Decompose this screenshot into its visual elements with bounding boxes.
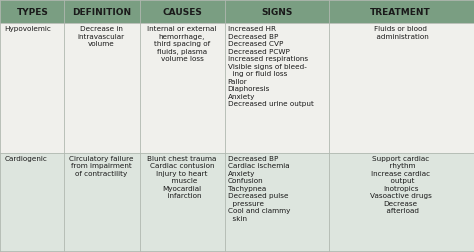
Text: Increased HR
Decreased BP
Decreased CVP
Decreased PCWP
Increased respirations
Vi: Increased HR Decreased BP Decreased CVP … [228,26,313,107]
Bar [0,24,474,153]
Text: DEFINITION: DEFINITION [72,8,131,17]
Text: Circulatory failure
from impairment
of contractility: Circulatory failure from impairment of c… [69,155,134,176]
Text: TYPES: TYPES [17,8,49,17]
Text: Blunt chest trauma
Cardiac contusion
Injury to heart
  muscle
Myocardial
  infar: Blunt chest trauma Cardiac contusion Inj… [147,155,217,199]
Text: Hypovolemic: Hypovolemic [5,26,52,32]
Text: TREATMENT: TREATMENT [370,8,431,17]
Text: CAUSES: CAUSES [162,8,202,17]
Bar [0,153,474,251]
Text: Decrease in
intravascular
volume: Decrease in intravascular volume [78,26,125,47]
Text: Decreased BP
Cardiac ischemia
Anxiety
Confusion
Tachypnea
Decreased pulse
  pres: Decreased BP Cardiac ischemia Anxiety Co… [228,155,290,221]
Text: Support cardiac
  rhythm
Increase cardiac
  output
Inotropics
Vasoactive drugs
D: Support cardiac rhythm Increase cardiac … [370,155,431,214]
Text: Fluids or blood
  administration: Fluids or blood administration [372,26,429,40]
Text: Internal or external
hemorrhage,
third spacing of
fluids, plasma
volume loss: Internal or external hemorrhage, third s… [147,26,217,62]
Bar [0,1,474,24]
Text: SIGNS: SIGNS [261,8,292,17]
Text: Cardiogenic: Cardiogenic [5,155,47,161]
